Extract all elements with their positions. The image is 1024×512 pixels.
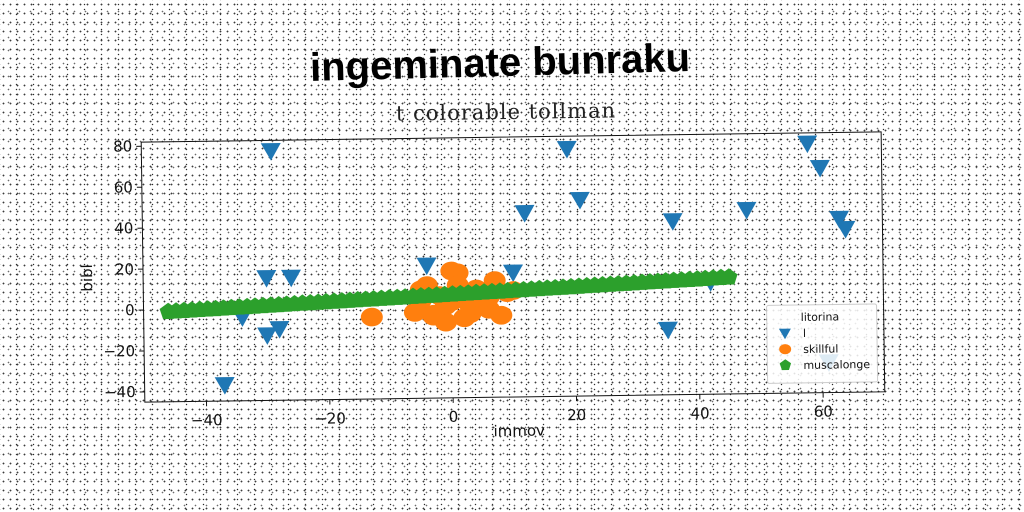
x-tick-label: 20	[567, 406, 586, 424]
series-l-point	[662, 213, 683, 231]
legend-title: litorina	[801, 310, 840, 324]
y-axis-ticks: −40 −20 0 20 40 60 80	[103, 137, 145, 401]
series-l-point	[657, 321, 678, 340]
series-l	[214, 135, 856, 395]
legend: litorina l skillful muscalonge	[766, 303, 879, 384]
y-axis-label: bibl	[78, 264, 96, 292]
x-tick-label: 60	[814, 403, 833, 421]
series-l-point	[256, 269, 277, 288]
x-axis-label: immov	[493, 422, 545, 441]
x-tick-label: 0	[449, 408, 459, 426]
series-muscalonge-point	[720, 268, 738, 285]
x-tick-label: −40	[191, 411, 223, 429]
plot-panel: −40 −20 0 20 40 60 −40 −20 0 20 40 60 80 immov bibl…	[78, 131, 886, 441]
y-tick-label: −40	[104, 383, 136, 401]
y-tick-label: 0	[125, 301, 135, 319]
legend-marker-muscalonge	[779, 359, 792, 371]
y-tick-label: 80	[113, 137, 132, 155]
series-l-point	[797, 135, 818, 154]
chart-title: ingeminate bunraku	[309, 36, 690, 90]
series-skillful-point	[490, 305, 513, 325]
series-l-point	[835, 220, 856, 239]
chart-subtitle: t colorable tollman	[396, 98, 616, 125]
series-l-point	[569, 191, 590, 210]
legend-label-l: l	[803, 327, 806, 340]
y-tick-label: −20	[103, 342, 135, 360]
y-tick-label: 60	[114, 178, 133, 196]
y-tick-label: 40	[114, 219, 133, 237]
series-l-point	[514, 204, 535, 223]
series-l-point	[257, 327, 278, 345]
series-l-point	[556, 140, 577, 159]
x-tick-label: −20	[314, 409, 346, 427]
legend-label-muscalonge: muscalonge	[803, 358, 870, 372]
series-l-point	[829, 210, 850, 229]
series-skillful-point	[422, 304, 445, 324]
y-tick-label: 20	[115, 260, 134, 278]
series-muscalonge	[159, 268, 738, 320]
series-l-point	[260, 142, 281, 161]
series-l-point	[416, 257, 437, 276]
series-skillful-point	[453, 308, 476, 328]
legend-box	[766, 303, 879, 384]
plot-frame	[140, 131, 886, 403]
legend-marker-skillful	[779, 344, 792, 355]
x-axis-ticks: −40 −20 0 20 40 60	[191, 392, 833, 429]
legend-entries: l skillful muscalonge	[778, 327, 870, 372]
legend-marker-l	[778, 328, 791, 340]
x-tick-label: 40	[690, 404, 709, 422]
series-skillful-point	[360, 307, 383, 327]
series-l-point	[736, 201, 757, 220]
series-l-point	[281, 269, 302, 288]
legend-label-skillful: skillful	[803, 342, 838, 355]
series-l-point	[502, 264, 523, 283]
plot-marks	[159, 135, 856, 395]
series-l-point	[809, 159, 830, 178]
series-l-point	[214, 377, 235, 395]
series-l-point	[269, 320, 290, 339]
